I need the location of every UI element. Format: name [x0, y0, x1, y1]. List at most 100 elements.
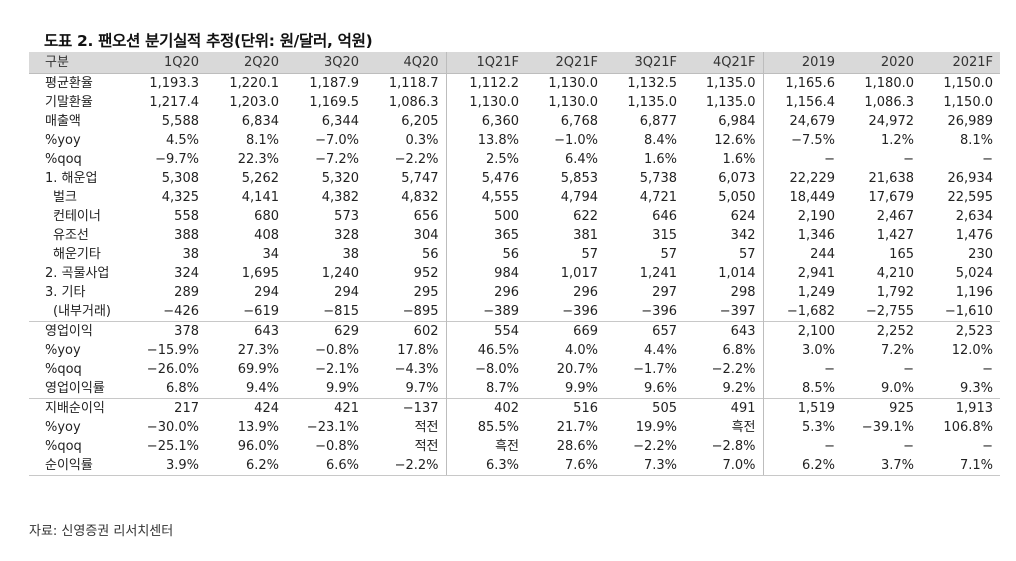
cell-value: 6,344 — [321, 114, 359, 129]
header-col: 2Q20 — [206, 52, 286, 74]
cell-value: 흑전 — [495, 439, 519, 454]
cell-value: 1,193.3 — [149, 76, 199, 91]
cell-value: −389 — [483, 304, 519, 319]
cell-value: −0.8% — [315, 343, 359, 358]
cell-value: 4,382 — [321, 190, 359, 205]
cell-value: 20.7% — [556, 362, 598, 377]
cell-value: 46.5% — [477, 343, 519, 358]
cell-value: −1.7% — [633, 362, 677, 377]
header-col: 1Q20 — [124, 52, 206, 74]
cell-value: 5,262 — [241, 171, 279, 186]
row-label: 평균환율 — [45, 76, 93, 91]
row-label: %qoq — [45, 439, 82, 454]
cell-value: 1,014 — [684, 264, 764, 283]
cell-value: 6,768 — [560, 114, 598, 129]
table-row: %yoy −30.0% 13.9% −23.1% 적전 85.5% 21.7% 19.9% 흑전… — [29, 418, 1000, 437]
cell-value: −1,610 — [944, 304, 993, 319]
cell-value: 3.9% — [124, 456, 206, 476]
cell-value: 491 — [684, 398, 764, 418]
cell-value: 9.9% — [564, 381, 598, 396]
cell-value: 5,308 — [161, 171, 199, 186]
cell-value: 1,346 — [797, 228, 835, 243]
cell-value: 516 — [526, 398, 605, 418]
header-col: 2019 — [763, 52, 842, 74]
cell-value: 6.3% — [446, 456, 526, 476]
cell-value: − — [903, 362, 914, 377]
cell-value: 12.6% — [684, 131, 764, 150]
cell-value: −9.7% — [155, 152, 199, 167]
cell-value: 5,588 — [161, 114, 199, 129]
table-row: %qoq −9.7% 22.3% −7.2% −2.2% 2.5% 6.4% 1.6% 1.6%… — [29, 150, 1000, 169]
cell-value: 4,141 — [241, 190, 279, 205]
cell-value: 56 — [366, 245, 447, 264]
cell-value: 1,695 — [241, 266, 279, 281]
cell-value: 297 — [652, 285, 677, 300]
cell-value: 230 — [968, 247, 993, 262]
row-label: 영업이익 — [29, 321, 124, 341]
cell-value: −25.1% — [146, 439, 199, 454]
cell-value: 13.8% — [477, 133, 519, 148]
cell-value: 505 — [605, 398, 684, 418]
cell-value: −2.2% — [366, 456, 447, 476]
cell-value: 1,086.3 — [864, 95, 914, 110]
cell-value: 296 — [573, 285, 598, 300]
cell-value: 1.6% — [643, 152, 677, 167]
table-row: %yoy 4.5% 8.1% −7.0% 0.3% 13.8% −1.0% 8.4% 12.6%… — [29, 131, 1000, 150]
table-row: 벌크 4,325 4,141 4,382 4,832 4,555 4,794 4,721 5,0… — [29, 188, 1000, 207]
cell-value: 1,241 — [639, 266, 677, 281]
cell-value: 9.9% — [325, 381, 359, 396]
table-title: 도표 2. 팬오션 분기실적 추정(단위: 원/달러, 억원) — [44, 32, 373, 50]
header-col: 3Q20 — [286, 52, 366, 74]
cell-value: 57 — [684, 245, 764, 264]
cell-value: 4.0% — [564, 343, 598, 358]
cell-value: 296 — [494, 285, 519, 300]
cell-value: −7.2% — [315, 152, 359, 167]
header-row: 구분 1Q20 2Q20 3Q20 4Q20 1Q21F 2Q21F 3Q21F 4Q21F 20… — [29, 52, 1000, 74]
row-label: %qoq — [45, 362, 82, 377]
cell-value: 1,203.0 — [229, 95, 279, 110]
cell-value: 421 — [286, 398, 366, 418]
table-row: 유조선 388 408 328 304 365 381 315 342 1,346 1,427 1,4… — [29, 226, 1000, 245]
cell-value: 925 — [842, 398, 921, 418]
cell-value: − — [824, 439, 835, 454]
cell-value: 656 — [366, 207, 447, 226]
cell-value: 12.0% — [951, 343, 993, 358]
row-label: %qoq — [45, 152, 82, 167]
cell-value: 1.2% — [880, 133, 914, 148]
cell-value: 5,747 — [366, 169, 447, 188]
cell-value: 96.0% — [237, 439, 279, 454]
cell-value: 적전 — [366, 437, 447, 456]
cell-value: 적전 — [366, 418, 447, 437]
cell-value: −26.0% — [146, 362, 199, 377]
row-label: %yoy — [45, 343, 81, 358]
cell-value: 7.0% — [684, 456, 764, 476]
cell-value: −396 — [562, 304, 598, 319]
cell-value: 5,476 — [481, 171, 519, 186]
table-row: 2. 곡물사업 324 1,695 1,240 952 984 1,017 1,241 1,01… — [29, 264, 1000, 283]
cell-value: 1,017 — [560, 266, 598, 281]
cell-value: 흑전 — [684, 418, 764, 437]
cell-value: 4,721 — [639, 190, 677, 205]
cell-value: 2,252 — [842, 321, 921, 341]
cell-value: 2,190 — [797, 209, 835, 224]
cell-value: −0.8% — [315, 439, 359, 454]
cell-value: 5,024 — [955, 266, 993, 281]
row-label: (내부거래) — [53, 304, 111, 319]
cell-value: 1,187.9 — [309, 76, 359, 91]
header-col: 4Q21F — [684, 52, 764, 74]
cell-value: −1,682 — [786, 304, 835, 319]
table-row: 영업이익률 6.8% 9.4% 9.9% 9.7% 8.7% 9.9% 9.6% 9.2% 8.5… — [29, 379, 1000, 399]
cell-value: −815 — [323, 304, 359, 319]
cell-value: 602 — [366, 321, 447, 341]
cell-value: 8.1% — [245, 133, 279, 148]
table-row: 매출액 5,588 6,834 6,344 6,205 6,360 6,768 6,877 6,… — [29, 112, 1000, 131]
cell-value: 7.2% — [880, 343, 914, 358]
cell-value: −2.2% — [366, 150, 447, 169]
cell-value: 952 — [366, 264, 447, 283]
cell-value: 2,634 — [955, 209, 993, 224]
cell-value: 7.6% — [526, 456, 605, 476]
header-col: 2Q21F — [526, 52, 605, 74]
cell-value: 4,325 — [161, 190, 199, 205]
header-col: 3Q21F — [605, 52, 684, 74]
cell-value: 8.5% — [801, 381, 835, 396]
